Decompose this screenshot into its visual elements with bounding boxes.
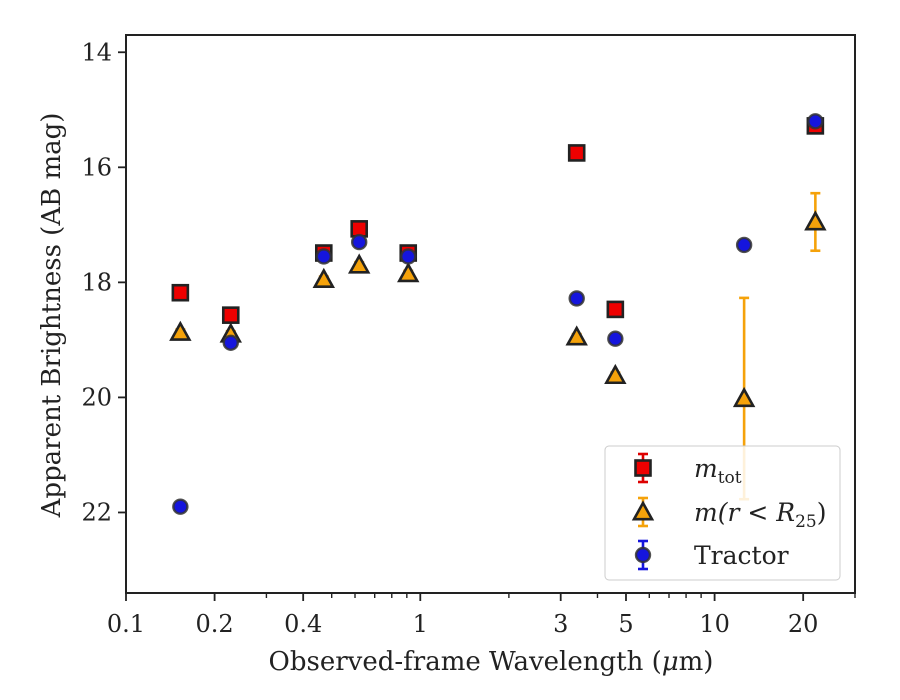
y-axis-title: Apparent Brightness (AB mag) [37, 113, 67, 519]
legend-box [604, 445, 841, 581]
y-tick-label: 22 [81, 498, 112, 526]
legend-entry: mtot [634, 452, 742, 488]
x-tick-label: 0.2 [196, 610, 234, 638]
data-point [397, 262, 420, 283]
data-point [807, 113, 824, 130]
data-point [350, 233, 368, 251]
data-point [222, 334, 239, 351]
data-point [315, 248, 332, 265]
y-tick-label: 16 [81, 153, 112, 181]
y-tick-label: 20 [81, 383, 112, 411]
data-point [607, 330, 624, 347]
series-circle [172, 113, 824, 515]
data-point [221, 306, 240, 324]
plot-frame [125, 34, 856, 594]
y-axis-ticks: 14 16 18 20 22 [81, 38, 126, 526]
legend-entry: m(r < R25) [631, 496, 827, 532]
data-point [400, 248, 417, 265]
legend: mtot m(r < R25) Tractor [604, 445, 841, 581]
data-point [172, 498, 189, 515]
x-axis-title-part-2: m) [679, 647, 714, 677]
legend-label: mtot [694, 454, 742, 488]
legend-label: m(r < R25) [694, 498, 827, 532]
data-point [565, 325, 588, 346]
x-axis-title-part-1: Observed-frame Wavelength ( [269, 647, 662, 677]
x-axis-title-mu: μ [662, 647, 679, 677]
legend-entry: Tractor [634, 539, 789, 571]
data-point [347, 253, 371, 274]
x-tick-label: 10 [699, 610, 730, 638]
data-point [567, 144, 586, 162]
data-point [804, 210, 827, 231]
series-layer [169, 113, 827, 515]
legend-label: Tractor [694, 541, 789, 570]
x-tick-label: 3 [553, 610, 568, 638]
legend-entries: mtot m(r < R25) Tractor [631, 452, 827, 571]
x-axis-ticks: 0.1 0.2 0.4 1 3 5 10 20 [107, 593, 819, 638]
data-point [169, 320, 192, 341]
x-tick-label: 20 [788, 610, 819, 638]
data-point [732, 386, 756, 408]
x-tick-label: 0.1 [107, 610, 145, 638]
data-point [604, 363, 627, 385]
data-point [568, 290, 585, 307]
data-point [735, 236, 753, 254]
x-tick-label: 1 [413, 610, 428, 638]
x-tick-label: 0.4 [284, 610, 322, 638]
legend-marker [634, 546, 652, 564]
data-point [312, 267, 336, 288]
y-tick-label: 18 [81, 268, 112, 296]
series-triangle [169, 191, 827, 501]
legend-marker [631, 500, 655, 521]
x-axis-title: Observed-frame Wavelength (μm) [269, 647, 714, 677]
data-point [606, 300, 625, 319]
x-tick-label: 5 [618, 610, 633, 638]
y-tick-label: 14 [81, 38, 112, 66]
legend-marker [634, 459, 652, 477]
data-point [171, 283, 190, 302]
